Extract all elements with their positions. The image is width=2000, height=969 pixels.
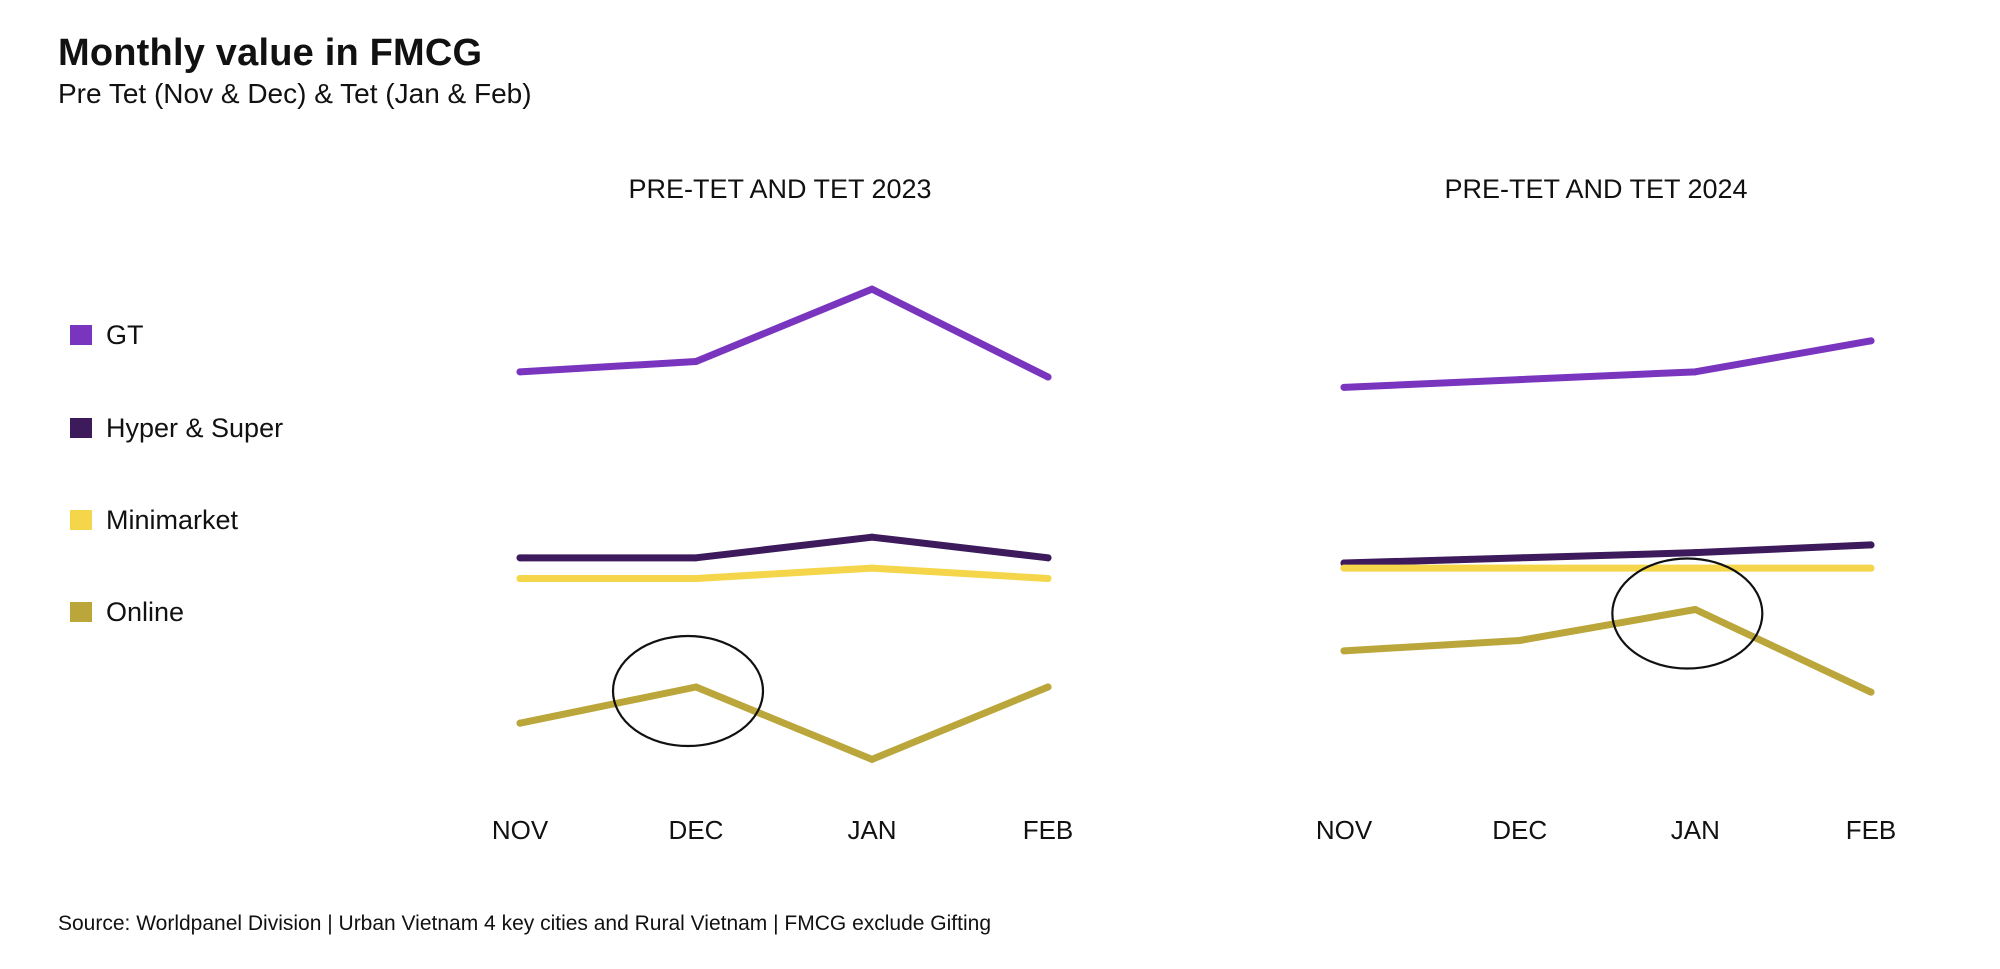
data-point-online-dec (692, 683, 700, 691)
data-point-online-nov (516, 719, 524, 727)
x-tick-label-nov: NOV (492, 815, 549, 845)
data-point-minimarket-nov (516, 575, 524, 582)
legend-label-hyper-super: Hyper & Super (106, 413, 284, 443)
data-point-gt-jan (868, 285, 876, 293)
legend-label-gt: GT (106, 320, 144, 350)
data-point-gt-nov (1340, 383, 1348, 391)
series-line-minimarket (516, 564, 1052, 582)
x-tick-label-jan: JAN (847, 815, 896, 845)
chart-panel-1: PRE-TET AND TET 2023 NOV DEC JAN FEB (492, 174, 1073, 845)
chart-title: PRE-TET AND TET 2023 (628, 174, 931, 204)
annotation-circle (611, 634, 765, 748)
data-point-online-feb (1867, 688, 1875, 696)
data-point-minimarket-jan (1691, 564, 1699, 572)
x-tick-label-nov: NOV (1316, 815, 1373, 845)
legend-swatch-hyper-super (70, 418, 92, 438)
page-subtitle: Pre Tet (Nov & Dec) & Tet (Jan & Feb) (58, 78, 532, 109)
legend-label-online: Online (106, 597, 185, 627)
legend-swatch-online (70, 602, 92, 622)
data-point-gt-dec (1516, 376, 1524, 384)
data-point-hyper-super-dec (1516, 554, 1524, 562)
data-point-hyper-super-jan (868, 533, 876, 541)
data-point-online-jan (1691, 606, 1699, 613)
page-title: Monthly value in FMCG (58, 32, 483, 74)
data-point-gt-nov (516, 368, 524, 376)
data-point-gt-feb (1044, 373, 1052, 381)
x-tick-label-feb: FEB (1846, 815, 1897, 845)
data-point-online-nov (1340, 647, 1348, 655)
series-line-online (516, 683, 1052, 763)
series-line-online (1340, 606, 1875, 696)
x-tick-label-jan: JAN (1671, 815, 1720, 845)
chart-panel-2: PRE-TET AND TET 2024 NOV DEC JAN FEB (1316, 174, 1896, 845)
series-line-gt (1340, 337, 1875, 391)
legend-swatch-minimarket (70, 510, 92, 530)
data-point-hyper-super-feb (1867, 541, 1875, 549)
data-point-hyper-super-jan (1691, 549, 1699, 557)
data-point-minimarket-dec (692, 575, 700, 582)
data-point-hyper-super-dec (692, 554, 700, 562)
data-point-minimarket-feb (1044, 575, 1052, 582)
data-point-hyper-super-nov (516, 554, 524, 562)
data-point-minimarket-nov (1340, 564, 1348, 572)
data-point-minimarket-feb (1867, 564, 1875, 572)
data-point-online-jan (868, 755, 876, 763)
x-tick-label-dec: DEC (1492, 815, 1547, 845)
series-line-gt (516, 285, 1052, 381)
data-point-online-dec (1516, 637, 1524, 644)
series-line-hyper-super (516, 533, 1052, 562)
x-tick-label-feb: FEB (1023, 815, 1074, 845)
series-line-hyper-super (1340, 541, 1875, 567)
legend-swatch-gt (70, 325, 92, 345)
legend-label-minimarket: Minimarket (106, 505, 239, 535)
data-point-minimarket-jan (868, 564, 876, 572)
annotation-circle (1611, 557, 1764, 670)
x-tick-label-dec: DEC (669, 815, 724, 845)
chart-title: PRE-TET AND TET 2024 (1444, 174, 1747, 204)
data-point-gt-jan (1691, 368, 1699, 376)
data-point-minimarket-dec (1516, 564, 1524, 572)
data-point-hyper-super-feb (1044, 554, 1052, 562)
source-note: Source: Worldpanel Division | Urban Viet… (58, 912, 991, 935)
data-point-gt-dec (692, 358, 700, 365)
data-point-online-feb (1044, 683, 1052, 691)
data-point-gt-feb (1867, 337, 1875, 345)
